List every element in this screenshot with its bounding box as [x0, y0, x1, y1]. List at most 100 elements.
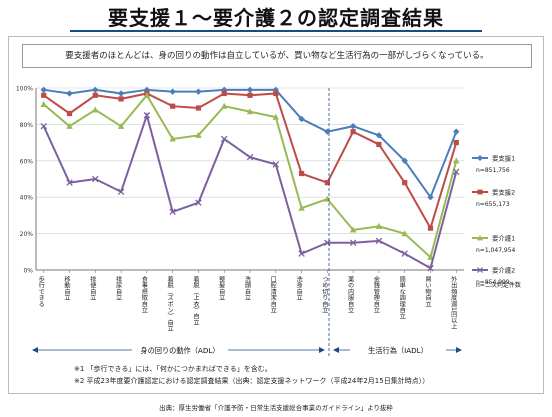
- data-point: [401, 250, 408, 257]
- group-label-bg: [132, 343, 228, 357]
- data-point: [92, 106, 99, 113]
- data-point: [375, 237, 383, 245]
- x-tick-label: 食事摂取自立: [140, 275, 147, 313]
- legend-label-2: 要支援2: [492, 188, 515, 197]
- data-point: [247, 92, 253, 98]
- data-point: [427, 225, 434, 231]
- data-point: [66, 122, 73, 129]
- data-point: [41, 92, 47, 98]
- data-point: [402, 180, 408, 186]
- legend-count-4: n=854,999: [476, 279, 510, 286]
- legend-label-3: 要介護1: [492, 234, 515, 243]
- x-tick-label: 洗身自立: [295, 275, 302, 301]
- x-tick-label: 着脱（上衣）自立: [192, 275, 199, 325]
- x-tick-label: 整髪自立: [218, 275, 225, 301]
- data-point: [117, 188, 125, 195]
- count-footnote: n=二次判定件数: [476, 281, 521, 289]
- data-point: [375, 132, 383, 139]
- group-arrow-right: [456, 347, 462, 353]
- x-tick-label: 口腔清潔自立: [269, 276, 276, 313]
- data-point: [40, 100, 47, 107]
- data-point: [92, 92, 98, 98]
- data-point: [298, 250, 305, 257]
- data-point: [376, 141, 382, 148]
- footnote-1: ※1 「歩行できる」には、「何かにつかまればできる」を含む。: [74, 365, 272, 373]
- data-point: [324, 180, 330, 186]
- data-point: [221, 90, 227, 97]
- legend-marker: [477, 267, 483, 273]
- x-tick-label: 排便自立: [89, 275, 96, 301]
- data-point: [92, 86, 99, 94]
- legend-count-2: n=655,173: [476, 201, 510, 208]
- series-line-3: [43, 93, 458, 260]
- source-credit: 出典：厚生労働省「介護予防・日常生活支援総合事業のガイドライン」より抜粋: [159, 404, 393, 412]
- data-point: [272, 161, 280, 168]
- data-point: [195, 199, 202, 206]
- summary-banner: 要支援者のほとんどは、身の回りの動作は自立しているが、買い物など生活行為の一部が…: [22, 44, 532, 68]
- group-arrow-right: [319, 347, 325, 353]
- legend-count-1: n=851,756: [476, 167, 510, 174]
- data-point: [117, 90, 125, 97]
- series-line-4: [42, 111, 458, 270]
- data-point: [453, 157, 460, 164]
- group-label-bg: [350, 343, 446, 357]
- data-point: [298, 170, 305, 177]
- x-tick-label: 洗顔自立: [244, 275, 251, 301]
- data-point: [66, 110, 73, 117]
- data-point: [66, 90, 73, 97]
- data-point: [349, 226, 357, 233]
- footnote-2: ※2 平成23年度要介護認定における認定調査結果（出典：認定支援ネットワーク（平…: [74, 377, 430, 385]
- y-tick-label: 40%: [20, 195, 34, 202]
- legend-label-4: 要介護2: [492, 266, 515, 275]
- data-point: [375, 222, 383, 229]
- legend-label-1: 要支援1: [492, 154, 515, 163]
- data-point: [273, 90, 279, 97]
- data-point: [350, 129, 356, 135]
- y-tick-label: 0%: [23, 268, 33, 275]
- legend-marker: [477, 235, 483, 241]
- data-point: [195, 88, 202, 95]
- data-point: [195, 105, 202, 111]
- y-tick-label: 60%: [20, 158, 34, 165]
- x-tick-label: 薬の内服自立: [347, 275, 354, 313]
- data-point: [401, 230, 408, 237]
- data-point: [272, 113, 279, 120]
- group-label-1: 身の回りの動作（ADL）: [140, 346, 219, 355]
- x-tick-label: 排尿自立: [115, 275, 122, 301]
- data-point: [298, 115, 305, 123]
- x-tick-label: 移動自立: [63, 275, 70, 301]
- data-point: [40, 86, 47, 94]
- data-point: [349, 123, 357, 130]
- group-arrow-left: [333, 347, 339, 353]
- x-tick-label: 外出頻度週1回以上: [450, 275, 457, 329]
- data-point: [195, 131, 202, 138]
- data-point: [92, 175, 99, 183]
- data-point: [169, 135, 176, 142]
- legend-count-3: n=1,047,954: [476, 247, 516, 254]
- data-point: [324, 128, 331, 135]
- y-tick-label: 80%: [20, 122, 34, 129]
- data-point: [349, 239, 357, 246]
- data-point: [427, 264, 434, 272]
- data-point: [298, 204, 305, 211]
- data-point: [143, 112, 151, 119]
- x-tick-label: 着脱（ズボン）自立: [166, 275, 173, 332]
- data-point: [427, 194, 434, 201]
- data-point: [170, 103, 176, 109]
- data-point: [246, 108, 254, 115]
- page-title: 要支援１〜要介護２の認定調査結果: [108, 6, 444, 30]
- data-point: [117, 122, 125, 129]
- data-point: [169, 88, 176, 95]
- legend-marker: [477, 155, 483, 161]
- y-tick-label: 100%: [16, 86, 33, 93]
- x-tick-label: つめ切り自立: [321, 276, 328, 313]
- x-tick-label: 買い物自立: [424, 276, 431, 307]
- data-point: [246, 86, 254, 94]
- x-tick-label: 歩行できる: [37, 275, 44, 307]
- data-point: [40, 122, 47, 130]
- data-point: [118, 96, 124, 102]
- data-point: [169, 208, 176, 216]
- group-arrow-left: [32, 347, 38, 353]
- data-point: [401, 157, 408, 164]
